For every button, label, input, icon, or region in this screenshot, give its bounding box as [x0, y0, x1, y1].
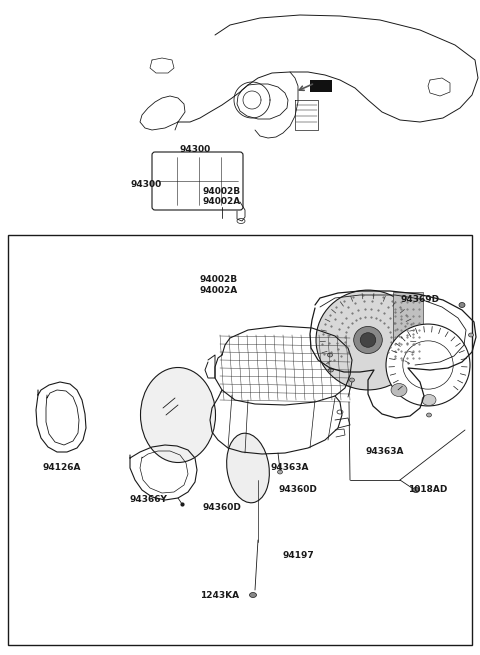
Ellipse shape — [141, 367, 216, 462]
Ellipse shape — [250, 593, 256, 597]
Text: 1243KA: 1243KA — [201, 591, 240, 601]
Ellipse shape — [354, 326, 382, 354]
Text: 94126A: 94126A — [43, 462, 81, 472]
Bar — [8, 235, 472, 645]
Ellipse shape — [316, 290, 420, 390]
Text: 94360D: 94360D — [278, 485, 317, 495]
Text: 94360D: 94360D — [203, 502, 241, 512]
Ellipse shape — [386, 324, 470, 406]
Ellipse shape — [391, 383, 407, 396]
Text: 94300: 94300 — [180, 145, 211, 155]
Text: 94363A: 94363A — [271, 464, 309, 472]
Ellipse shape — [422, 394, 436, 405]
FancyBboxPatch shape — [152, 152, 243, 210]
Text: 94366Y: 94366Y — [129, 495, 167, 504]
Bar — [393, 292, 423, 362]
Text: 94363A: 94363A — [366, 447, 404, 457]
Ellipse shape — [468, 333, 473, 337]
Text: 94300: 94300 — [131, 180, 162, 189]
Ellipse shape — [328, 368, 334, 372]
Text: 94369D: 94369D — [400, 295, 440, 305]
Ellipse shape — [227, 433, 269, 503]
Ellipse shape — [327, 353, 333, 357]
Ellipse shape — [412, 487, 420, 493]
Ellipse shape — [459, 303, 465, 307]
Ellipse shape — [277, 470, 283, 474]
Ellipse shape — [349, 378, 355, 382]
Text: 94002A: 94002A — [203, 198, 241, 206]
Bar — [395, 352, 423, 370]
Text: 94002A: 94002A — [199, 286, 238, 295]
Ellipse shape — [427, 413, 432, 417]
Text: 1018AD: 1018AD — [408, 485, 448, 495]
Bar — [310, 80, 332, 92]
Ellipse shape — [360, 333, 376, 347]
Text: 94197: 94197 — [282, 550, 314, 559]
Text: 94002B: 94002B — [203, 187, 241, 196]
Text: 94002B: 94002B — [199, 275, 238, 284]
